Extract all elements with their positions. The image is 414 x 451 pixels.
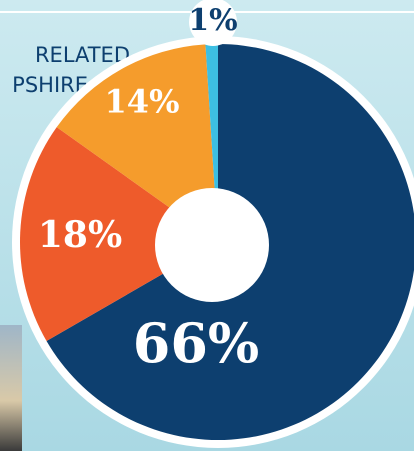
donut-hole: [155, 188, 269, 302]
page: RELATED PSHIRE 66%18%14%1% (() => { cons…: [0, 0, 414, 451]
value-label: 18%: [38, 214, 122, 256]
chart: RELATED PSHIRE 66%18%14%1%: [0, 0, 414, 451]
value-label: 14%: [105, 83, 180, 121]
value-label: 66%: [133, 311, 259, 375]
photo-fragment: [0, 325, 22, 451]
value-label: 1%: [188, 3, 237, 38]
